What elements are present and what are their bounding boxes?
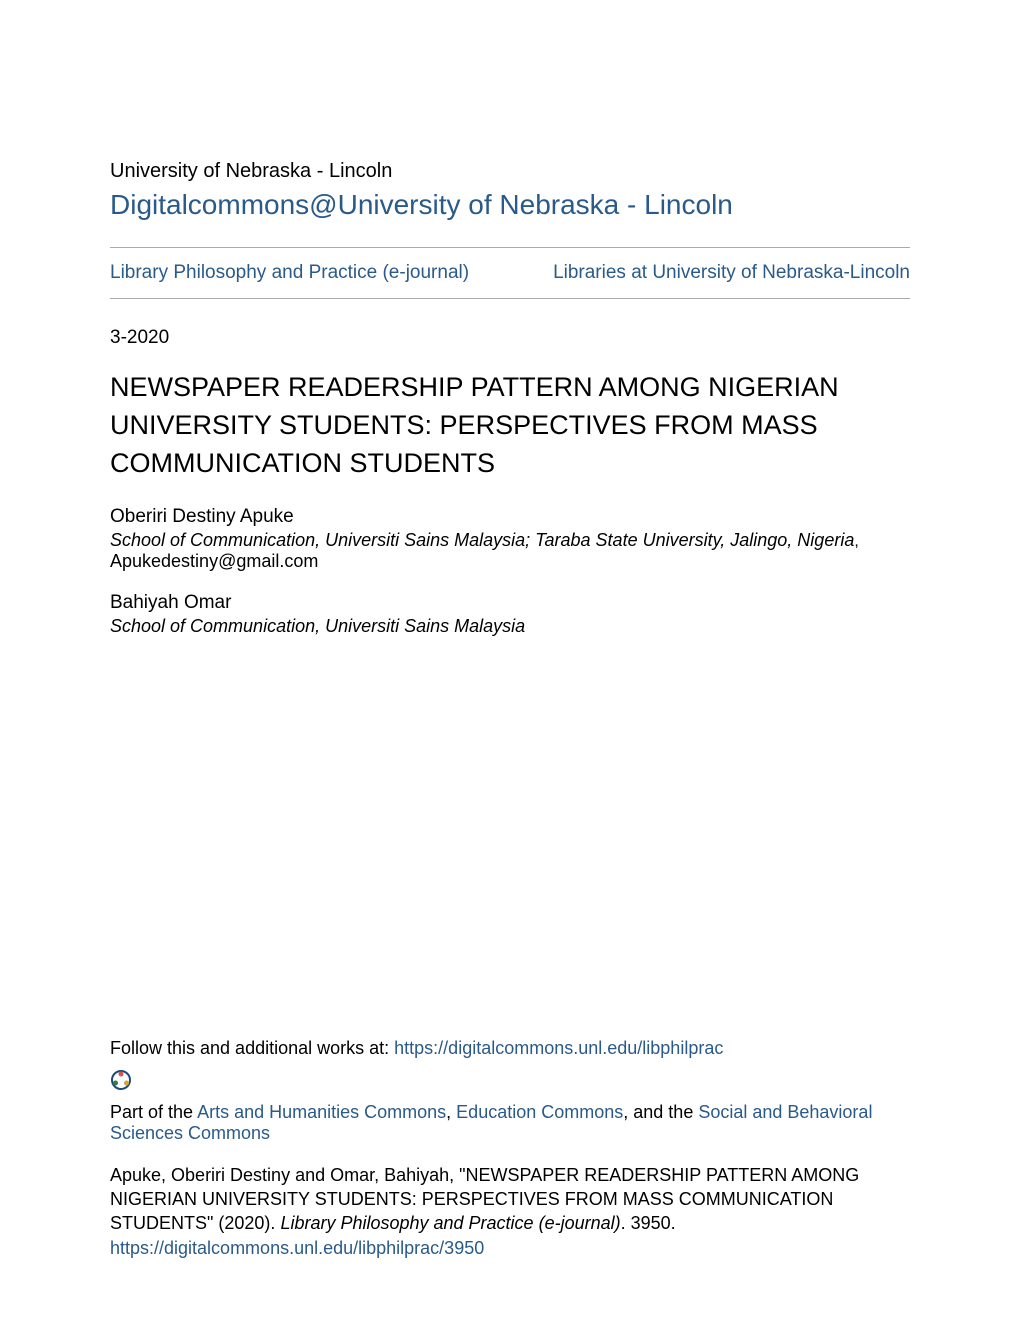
sep-1: , — [446, 1102, 456, 1122]
author-affil-line-1: School of Communication, Universiti Sain… — [110, 530, 910, 551]
commons-link-2[interactable]: Education Commons — [456, 1102, 623, 1122]
part-of-prefix: Part of the — [110, 1102, 197, 1122]
network-commons-icon — [110, 1069, 132, 1096]
commons-link-1[interactable]: Arts and Humanities Commons — [197, 1102, 446, 1122]
author-affiliation-2: School of Communication, Universiti Sain… — [110, 616, 525, 636]
author-affiliation-1: School of Communication, Universiti Sain… — [110, 530, 854, 550]
citation-journal: Library Philosophy and Practice (e-journ… — [280, 1213, 620, 1233]
and-text: , and the — [623, 1102, 698, 1122]
publication-date: 3-2020 — [110, 327, 910, 349]
article-title: NEWSPAPER READERSHIP PATTERN AMONG NIGER… — [110, 369, 910, 482]
author-affil-trailing-1: , — [854, 533, 858, 550]
follow-line: Follow this and additional works at: htt… — [110, 1038, 910, 1059]
divider-bottom — [110, 298, 910, 299]
citation-after: . 3950. — [621, 1213, 676, 1233]
nav-left-link[interactable]: Library Philosophy and Practice (e-journ… — [110, 262, 469, 284]
part-of-line: Part of the Arts and Humanities Commons,… — [110, 1069, 910, 1144]
author-block-1: Oberiri Destiny Apuke School of Communic… — [110, 506, 910, 572]
author-block-2: Bahiyah Omar School of Communication, Un… — [110, 592, 910, 637]
author-name-1: Oberiri Destiny Apuke — [110, 506, 910, 528]
repository-title-link[interactable]: Digitalcommons@University of Nebraska - … — [110, 189, 910, 221]
citation-url-link[interactable]: https://digitalcommons.unl.edu/libphilpr… — [110, 1238, 484, 1258]
citation-block: Apuke, Oberiri Destiny and Omar, Bahiyah… — [110, 1163, 910, 1260]
author-email-1: Apukedestiny@gmail.com — [110, 551, 910, 572]
header-block: University of Nebraska - Lincoln Digital… — [110, 160, 910, 221]
follow-and-commons-block: Follow this and additional works at: htt… — [110, 1038, 910, 1150]
follow-url-link[interactable]: https://digitalcommons.unl.edu/libphilpr… — [394, 1038, 723, 1058]
author-name-2: Bahiyah Omar — [110, 592, 910, 614]
follow-prefix: Follow this and additional works at: — [110, 1038, 394, 1058]
author-affil-line-2: School of Communication, Universiti Sain… — [110, 616, 910, 637]
part-of-text: Part of the Arts and Humanities Commons,… — [110, 1102, 910, 1144]
university-name: University of Nebraska - Lincoln — [110, 160, 910, 183]
nav-row: Library Philosophy and Practice (e-journ… — [110, 248, 910, 298]
nav-right-link[interactable]: Libraries at University of Nebraska-Linc… — [553, 262, 910, 284]
